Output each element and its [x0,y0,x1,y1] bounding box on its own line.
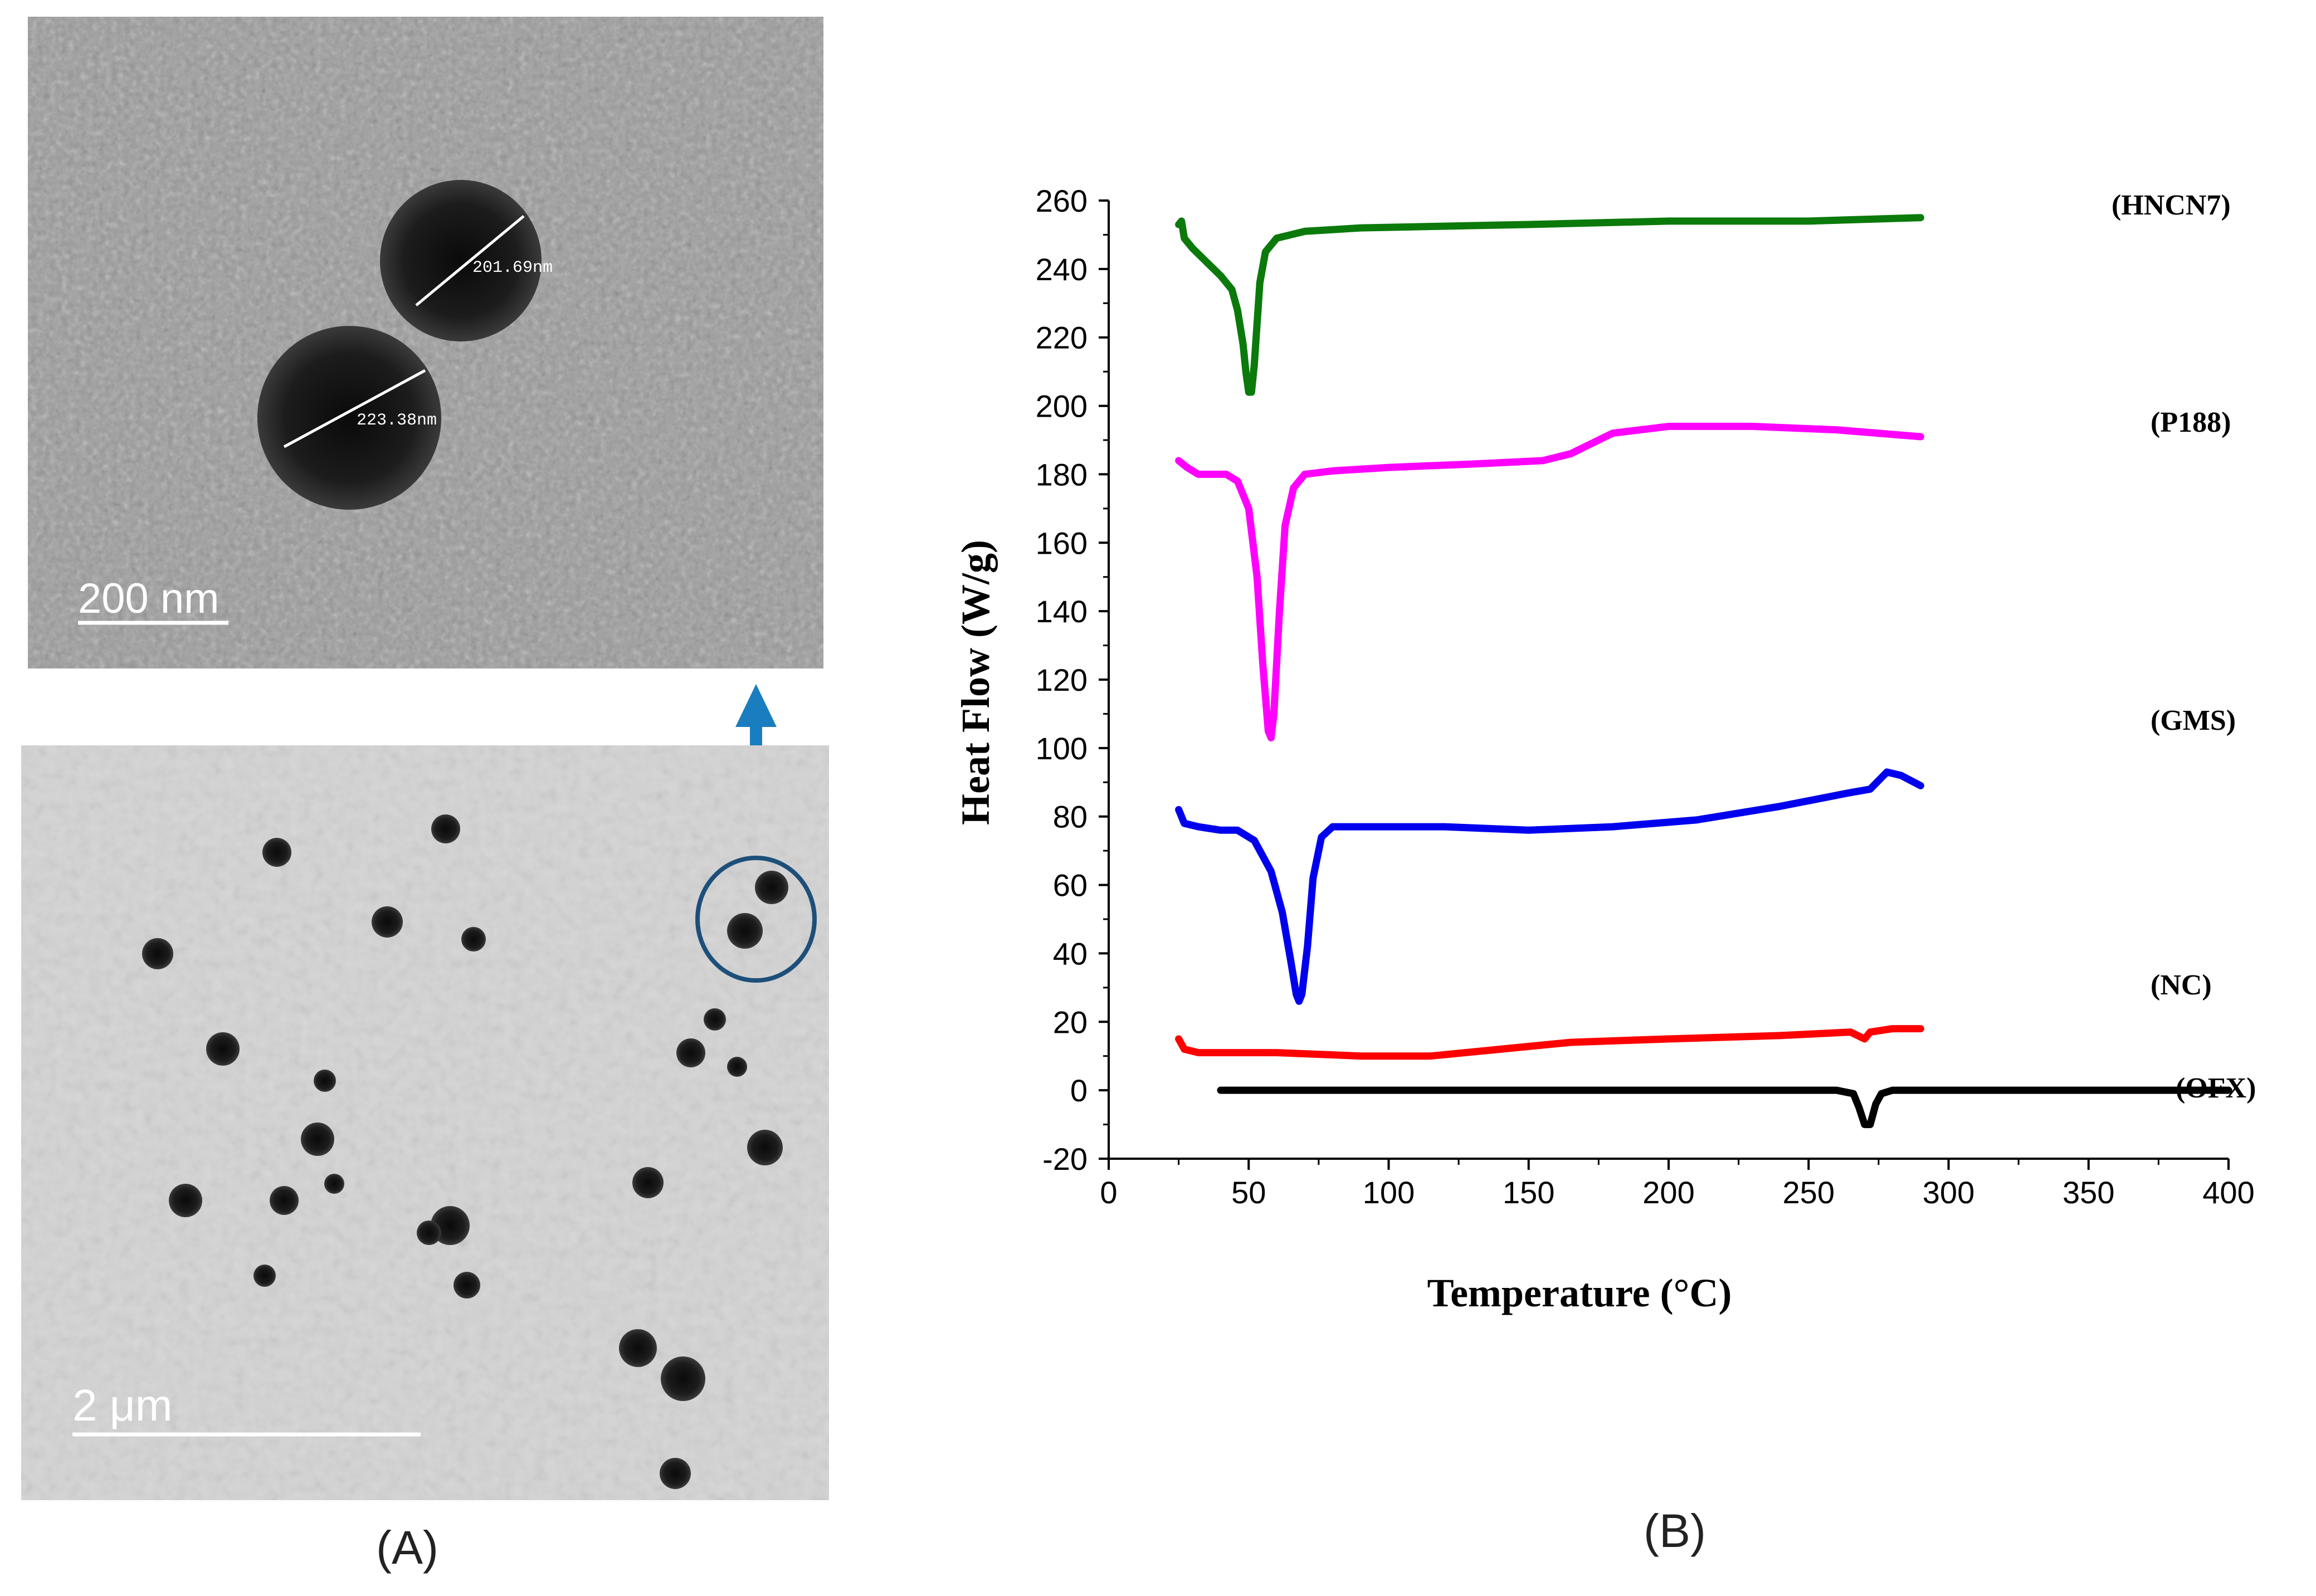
x-tick-label: 250 [1783,1175,1835,1210]
series-line-ofx [1217,1086,2232,1129]
measure-line-1 [415,215,525,306]
nanoparticle-dot [431,814,460,843]
y-tick-label: 240 [1036,252,1088,287]
scale-bar-label-top: 200 nm [78,575,220,622]
y-axis-label: Heat Flow (W/g) [953,540,998,825]
nanoparticle-dot [632,1167,664,1198]
chart-axes: -20 0 20 40 60 80 100 120 140 160 180 200 220 240 260 0… [1036,183,2255,1210]
nanoparticle-dot [314,1070,336,1092]
measure-label-1: 201.69nm [472,258,553,277]
x-tick-label: 100 [1363,1175,1415,1210]
nanoparticle-dot [727,1057,747,1077]
panel-label-a: (A) [376,1521,438,1574]
highlight-circle [695,856,817,983]
series-line-p188 [1175,422,1924,741]
nanoparticle-dot [270,1186,299,1215]
nanoparticle-dot [206,1032,240,1066]
measure-label-2: 223.38nm [357,411,437,430]
nanoparticle-dot [417,1221,441,1245]
y-tick-label: 180 [1036,457,1088,492]
nanoparticle-dot [253,1265,276,1287]
y-tick-label: 40 [1053,936,1088,971]
y-tick-label: 260 [1036,183,1088,218]
nanoparticle-dot [262,838,291,867]
x-tick-label: 300 [1923,1175,1974,1210]
series-label: (GMS) [2151,705,2236,736]
nanoparticle-dot [727,913,763,949]
nanoparticle-dot [619,1329,657,1367]
series-line-gms [1175,768,1924,1005]
x-tick-label: 0 [1100,1175,1117,1210]
nanoparticle-dot [676,1038,705,1067]
y-tick-label: 160 [1036,525,1088,560]
nanoparticle-dot [324,1174,344,1194]
y-tick-label: 140 [1036,594,1088,629]
y-tick-label: 80 [1053,799,1088,834]
y-tick-label: -20 [1042,1141,1088,1177]
x-tick-label: 350 [2063,1175,2114,1210]
y-tick-label: 0 [1070,1073,1088,1108]
nanoparticle-2 [257,326,441,510]
y-tick-label: 60 [1053,868,1088,903]
nanoparticle-dot [747,1130,783,1165]
y-tick-label: 100 [1036,731,1088,766]
chart-labels: (HNCN7) (P188) (GMS) (NC) (OFX) [2112,189,2256,1104]
y-tick-label: 200 [1036,389,1088,424]
series-label: (NC) [2151,969,2212,1001]
nanoparticle-dot [704,1008,726,1031]
nanoparticle-dot [142,938,173,969]
scale-bar-label-bottom: 2 μm [72,1380,172,1430]
chart-series [1175,214,2232,1129]
series-label: (P188) [2151,407,2231,438]
nanoparticle-dot [660,1458,691,1489]
nanoparticle-dot [372,906,403,938]
measure-line-2 [283,369,426,448]
x-axis-label: Temperature (°C) [1427,1271,1732,1315]
nanoparticle-dot [454,1272,480,1299]
y-tick-label: 20 [1053,1004,1088,1039]
nanoparticle-dot [169,1184,202,1217]
y-tick-label: 120 [1036,662,1088,697]
x-tick-label: 50 [1231,1175,1266,1210]
nanoparticle-dot [461,927,486,951]
x-tick-label: 200 [1642,1175,1694,1210]
series-line-nc [1175,1025,1924,1060]
x-tick-label: 150 [1503,1175,1554,1210]
nanoparticle-dot [301,1122,334,1156]
panel-label-b: (B) [1644,1505,1706,1557]
nanoparticle-dot [661,1356,705,1401]
series-line-hncn7 [1175,214,1924,396]
y-tick-label: 220 [1036,320,1088,355]
tem-image-bottom: 2 μm [21,745,829,1500]
series-label: (HNCN7) [2112,189,2231,221]
x-tick-label: 400 [2202,1175,2254,1210]
series-label: (OFX) [2176,1072,2256,1104]
tem-image-top: 201.69nm 223.38nm 200 nm [28,17,823,668]
nanoparticle-dot [755,871,788,904]
